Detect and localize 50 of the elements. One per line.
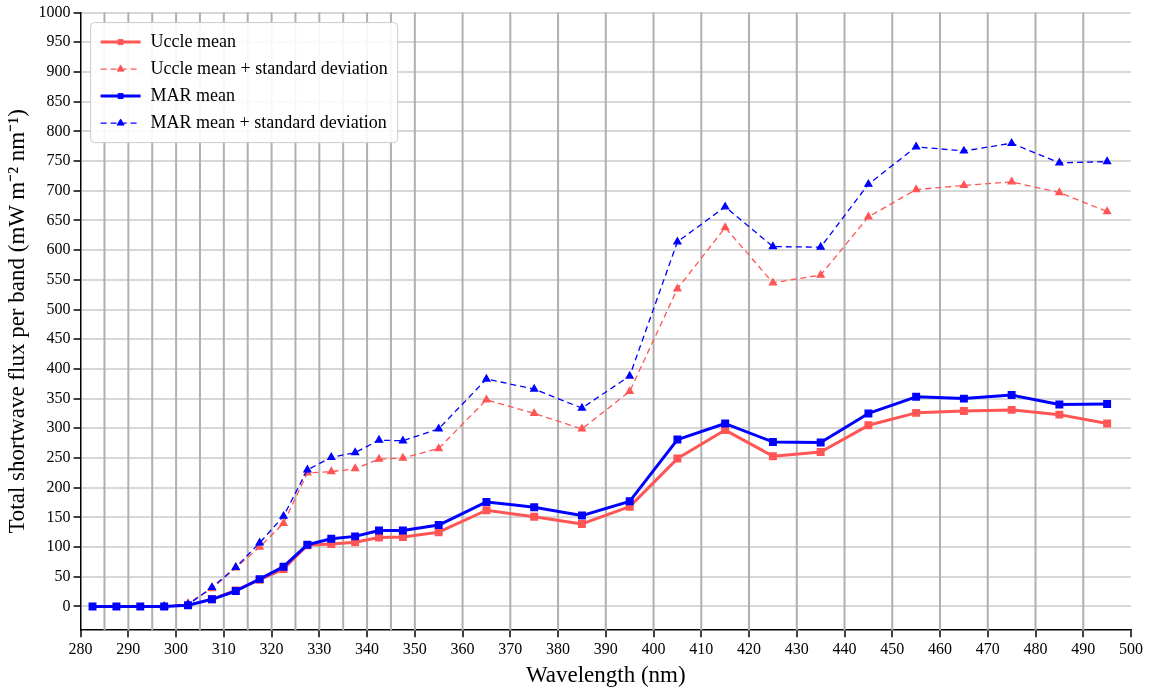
x-tick-label: 450 (880, 640, 905, 657)
x-axis-title: Wavelength (nm) (525, 662, 686, 688)
x-tick-label: 410 (689, 640, 714, 657)
x-tick-label: 310 (211, 640, 236, 657)
y-tick-label: 250 (46, 448, 71, 466)
x-tick-label: 490 (1071, 640, 1096, 657)
y-tick-label: 550 (46, 270, 71, 288)
y-tick-label: 1000 (38, 2, 71, 20)
x-tick-label: 340 (355, 640, 380, 657)
x-tick-label: 300 (164, 640, 189, 657)
x-tick-label: 280 (68, 640, 93, 657)
y-tick-label: 900 (46, 62, 71, 80)
x-tick-label: 430 (784, 640, 809, 657)
y-tick-label: 150 (46, 507, 71, 525)
y-tick-label: 300 (46, 418, 71, 436)
x-tick-label: 440 (832, 640, 857, 657)
legend-label: Uccle mean + standard deviation (150, 57, 388, 78)
y-tick-label: 450 (46, 329, 71, 347)
y-tick-label: 100 (46, 537, 71, 555)
x-tick-label: 380 (546, 640, 571, 657)
x-tick-label: 330 (307, 640, 332, 657)
x-tick-label: 400 (641, 640, 666, 657)
y-tick-label: 600 (46, 240, 71, 258)
x-tick-label: 390 (593, 640, 618, 657)
y-tick-label: 800 (46, 121, 71, 139)
x-tick-label: 370 (498, 640, 523, 657)
y-tick-label: 850 (46, 91, 71, 109)
y-tick-label: 50 (54, 566, 71, 584)
x-tick-label: 360 (450, 640, 475, 657)
x-tick-label: 420 (737, 640, 762, 657)
legend-label: MAR mean + standard deviation (150, 111, 387, 132)
y-tick-label: 200 (46, 477, 71, 495)
y-tick-label: 0 (62, 596, 71, 614)
legend-label: MAR mean (150, 84, 236, 105)
y-tick-label: 700 (46, 180, 71, 198)
y-tick-label: 650 (46, 210, 71, 228)
x-tick-label: 470 (975, 640, 1000, 657)
x-tick-label: 460 (928, 640, 953, 657)
x-tick-label: 500 (1119, 640, 1143, 657)
x-tick-label: 480 (1023, 640, 1048, 657)
y-tick-label: 750 (46, 151, 71, 169)
y-tick-label: 350 (46, 388, 71, 406)
y-tick-label: 500 (46, 299, 71, 317)
y-tick-label: 950 (46, 32, 71, 50)
y-tick-label: 400 (46, 359, 71, 377)
x-tick-label: 290 (116, 640, 141, 657)
x-tick-label: 320 (259, 640, 284, 657)
legend-label: Uccle mean (150, 30, 237, 51)
y-axis-title: Total shortwave flux per band (mW m⁻² nm⁻¹) (3, 109, 29, 534)
x-tick-label: 350 (402, 640, 427, 657)
